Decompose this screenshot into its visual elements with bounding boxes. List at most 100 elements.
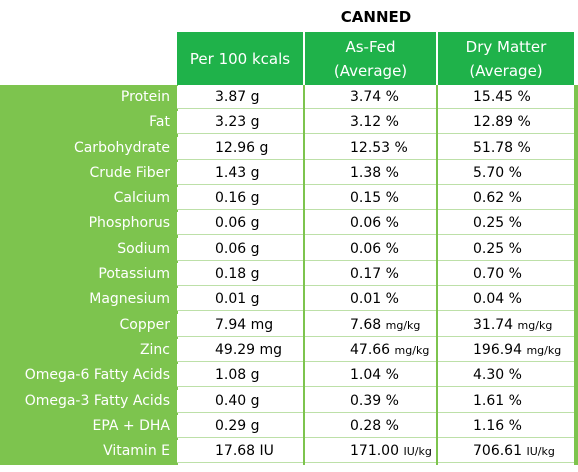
cell-value: 0.01 g [215,291,260,308]
cell-value: 0.06 % [350,215,399,232]
cell-value: 0.62 % [473,190,522,207]
table-row: Calcium 0.16 g 0.15 % 0.62 % [0,186,578,211]
cell-value: 51.78 % [473,139,531,156]
table-row: Zinc 49.29 mg 47.66 mg/kg 196.94 mg/kg [0,338,578,363]
as-fed-cell: 1.04 % [305,364,436,388]
cell-value: 0.15 % [350,190,399,207]
cell-value: 1.16 % [473,417,522,434]
cell-value: 0.39 % [350,392,399,409]
cell-unit: mg/kg [526,343,562,357]
dry-matter-cell: 12.89 % [438,111,574,135]
table-row: Phosphorus 0.06 g 0.06 % 0.25 % [0,211,578,236]
cell-unit: mg/kg [394,343,430,357]
per-100-kcals-cell: 17.68 IU [177,440,303,464]
cell-value: 171.00 [350,443,399,460]
cell-value: 0.29 g [215,417,260,434]
row-label: Carbohydrate [73,139,170,156]
header-line1: Dry Matter [465,37,547,56]
dry-matter-cell: 0.04 % [438,288,574,312]
as-fed-cell: 0.17 % [305,263,436,287]
header-line1: Per 100 kcals [189,49,291,68]
as-fed-cell: 0.06 % [305,237,436,261]
as-fed-cell: 0.39 % [305,389,436,413]
cell-value: 49.29 mg [215,341,283,358]
dry-matter-cell: 196.94 mg/kg [438,338,574,362]
cell-value: 7.68 [350,316,382,333]
dry-matter-cell: 0.70 % [438,263,574,287]
header-per-100-kcals: Per 100 kcals [177,32,303,85]
cell-value: 0.40 g [215,392,260,409]
row-label: Sodium [117,240,170,257]
cell-value: 0.06 g [215,240,260,257]
cell-value: 0.06 g [215,215,260,232]
cell-value: 1.38 % [350,164,399,181]
row-label-panel [0,85,176,465]
as-fed-cell: 0.28 % [305,414,436,438]
row-label: Crude Fiber [89,164,170,181]
cell-value: 0.04 % [473,291,522,308]
table-row: Magnesium 0.01 g 0.01 % 0.04 % [0,287,578,312]
row-label: Zinc [139,341,170,358]
cell-value: 0.01 % [350,291,399,308]
per-100-kcals-cell: 3.87 g [177,86,303,109]
table-row: Potassium 0.18 g 0.17 % 0.70 % [0,262,578,287]
as-fed-cell: 3.74 % [305,86,436,109]
dry-matter-cell: 0.62 % [438,187,574,211]
row-label: Vitamin E [103,443,170,460]
as-fed-cell: 3.12 % [305,111,436,135]
per-100-kcals-cell: 49.29 mg [177,338,303,362]
cell-value: 0.25 % [473,240,522,257]
per-100-kcals-cell: 7.94 mg [177,313,303,337]
cell-value: 1.61 % [473,392,522,409]
per-100-kcals-cell: 0.16 g [177,187,303,211]
as-fed-cell: 0.06 % [305,212,436,236]
as-fed-cell: 47.66 mg/kg [305,338,436,362]
cell-value: 12.96 g [215,139,269,156]
cell-value: 7.94 mg [215,316,274,333]
cell-value: 3.87 g [215,89,260,105]
cell-value: 0.25 % [473,215,522,232]
cell-value: 0.17 % [350,266,399,283]
cell-value: 17.68 IU [215,443,274,460]
table-row: Vitamin E 17.68 IU 171.00 IU/kg 706.61 IU/k… [0,439,578,464]
cell-value: 12.53 % [350,139,408,156]
cell-value: 3.12 % [350,114,399,131]
as-fed-cell: 1.38 % [305,161,436,185]
row-label: Omega-6 Fatty Acids [24,367,170,384]
header-as-fed: As-Fed (Average) [305,32,436,85]
cell-value: 3.23 g [215,114,260,131]
dry-matter-cell: 0.25 % [438,212,574,236]
row-label: EPA + DHA [92,417,171,434]
cell-value: 3.74 % [350,89,399,105]
cell-value: 0.70 % [473,266,522,283]
table-row: Fat 3.23 g 3.12 % 12.89 % [0,110,578,135]
table-body: Protein 3.87 g 3.74 % 15.45 % Fat 3.23 g 3.12 … [0,85,578,464]
header-dry-matter: Dry Matter (Average) [438,32,574,85]
per-100-kcals-cell: 0.06 g [177,237,303,261]
cell-value: 5.70 % [473,164,522,181]
dry-matter-cell: 1.16 % [438,414,574,438]
dry-matter-cell: 706.61 IU/kg [438,440,574,464]
cell-unit: IU/kg [526,445,555,459]
cell-value: 0.16 g [215,190,260,207]
cell-value: 1.04 % [350,367,399,384]
cell-value: 0.06 % [350,240,399,257]
per-100-kcals-cell: 0.06 g [177,212,303,236]
per-100-kcals-cell: 3.23 g [177,111,303,135]
row-label: Fat [149,114,170,131]
dry-matter-cell: 31.74 mg/kg [438,313,574,337]
per-100-kcals-cell: 0.01 g [177,288,303,312]
cell-unit: mg/kg [517,318,553,332]
dry-matter-cell: 4.30 % [438,364,574,388]
table-row: Sodium 0.06 g 0.06 % 0.25 % [0,237,578,262]
as-fed-cell: 12.53 % [305,136,436,160]
dry-matter-cell: 15.45 % [438,86,574,109]
row-label: Protein [120,89,170,105]
table-row: EPA + DHA 0.29 g 0.28 % 1.16 % [0,414,578,439]
row-label: Omega-3 Fatty Acids [24,392,170,409]
table-row: Copper 7.94 mg 7.68 mg/kg 31.74 mg/kg [0,313,578,338]
dry-matter-cell: 51.78 % [438,136,574,160]
dry-matter-cell: 1.61 % [438,389,574,413]
cell-value: 12.89 % [473,114,531,131]
header-line2: (Average) [333,61,408,80]
